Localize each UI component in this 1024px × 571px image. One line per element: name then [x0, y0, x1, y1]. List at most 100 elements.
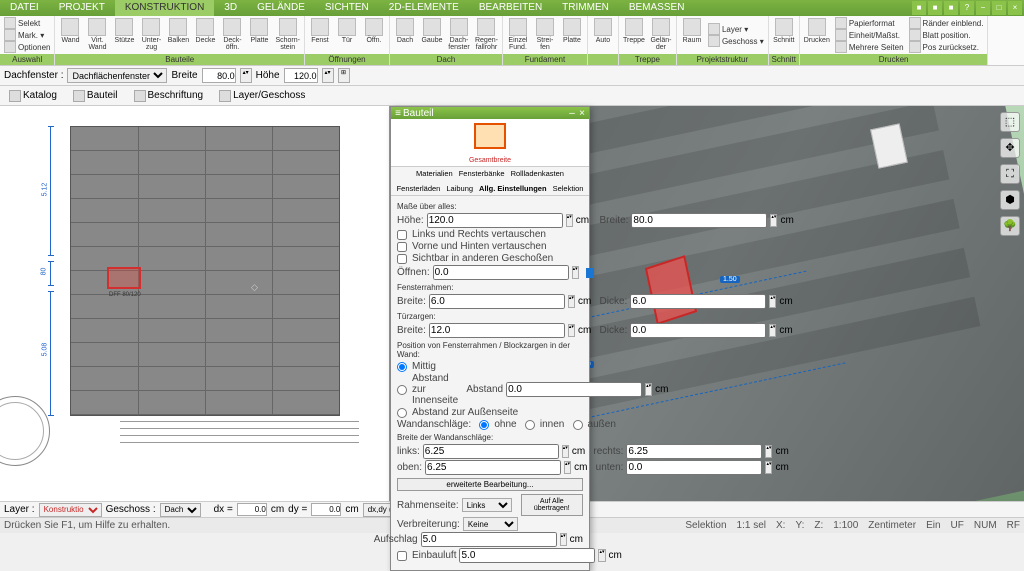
nav-pan-icon[interactable]: ✥	[1000, 138, 1020, 158]
layer-dropdown[interactable]: Layer ▾	[706, 23, 766, 35]
wa-ohne[interactable]	[479, 420, 489, 430]
schnitt-button[interactable]: Schnitt	[771, 17, 797, 53]
minimize-icon[interactable]: −	[976, 1, 990, 15]
hoehe-input[interactable]	[284, 68, 318, 83]
sp[interactable]: ▴▾	[566, 214, 573, 227]
beschriftung-button[interactable]: Beschriftung	[129, 88, 209, 104]
blattpos-button[interactable]: Blatt position.	[907, 29, 986, 41]
menu-tab-trimmen[interactable]: TRIMMEN	[552, 0, 619, 16]
verbr-select[interactable]: Keine	[463, 517, 518, 531]
dy-input[interactable]	[311, 503, 341, 516]
dx-input[interactable]	[237, 503, 267, 516]
tab-allg[interactable]: Allg. Einstellungen	[479, 184, 547, 193]
nav-shade-icon[interactable]: ⬢	[1000, 190, 1020, 210]
streifen-button[interactable]: Strei- fen	[532, 17, 558, 53]
aufschlag-input[interactable]	[421, 532, 557, 547]
menu-tab-konstruktion[interactable]: KONSTRUKTION	[115, 0, 214, 16]
virtwand-button[interactable]: Virt. Wand	[84, 17, 110, 53]
deckoeffn-button[interactable]: Deck- öffn.	[219, 17, 245, 53]
einzelfund-button[interactable]: Einzel Fund.	[505, 17, 531, 53]
menu-tab-projekt[interactable]: PROJEKT	[49, 0, 115, 16]
papierformat-button[interactable]: Papierformat	[833, 17, 906, 29]
menu-tab-sichten[interactable]: SICHTEN	[315, 0, 379, 16]
menu-tab-datei[interactable]: DATEI	[0, 0, 49, 16]
tab-selektion[interactable]: Selektion	[553, 184, 584, 193]
fundplatte-button[interactable]: Platte	[559, 17, 585, 53]
nav-cube-icon[interactable]: ⬚	[1000, 112, 1020, 132]
chk-vh[interactable]	[397, 242, 407, 252]
chk-lr[interactable]	[397, 230, 407, 240]
bwa-oben[interactable]	[425, 460, 561, 475]
dlg-breite-input[interactable]	[631, 213, 767, 228]
katalog-button[interactable]: Katalog	[4, 88, 62, 104]
auto-button[interactable]: Auto	[590, 17, 616, 53]
nav-fit-icon[interactable]: ⛶	[1000, 164, 1020, 184]
pos-mittig[interactable]	[397, 362, 407, 372]
dlg-hoehe-input[interactable]	[427, 213, 563, 228]
btn-c[interactable]: ■	[944, 1, 958, 15]
options-button[interactable]: Optionen	[2, 41, 52, 53]
dialog-titlebar[interactable]: ≡ Bauteil – ×	[391, 107, 589, 119]
tz-dicke-input[interactable]	[630, 323, 766, 338]
dialog-min-icon[interactable]: –	[567, 108, 577, 119]
treppe-button[interactable]: Treppe	[621, 17, 647, 53]
breite-input[interactable]	[202, 68, 236, 83]
gelaender-button[interactable]: Gelän- der	[648, 17, 674, 53]
balken-button[interactable]: Balken	[165, 17, 191, 53]
raum-button[interactable]: Raum	[679, 17, 705, 53]
gaube-button[interactable]: Gaube	[419, 17, 445, 53]
select-button[interactable]: Selekt	[2, 17, 52, 29]
geschoss-dropdown[interactable]: Geschoss ▾	[706, 35, 766, 47]
tab-rollladen[interactable]: Rollladenkasten	[511, 169, 564, 178]
fr-dicke-input[interactable]	[630, 294, 766, 309]
close-icon[interactable]: ×	[1008, 1, 1022, 15]
dialog-menu-icon[interactable]: ≡	[393, 108, 403, 119]
breite-spinner[interactable]: ▴▾	[240, 68, 252, 83]
rahmen-select[interactable]: Links	[462, 498, 513, 512]
bwa-links[interactable]	[423, 444, 559, 459]
decke-button[interactable]: Decke	[192, 17, 218, 53]
tz-breite-input[interactable]	[429, 323, 565, 338]
dialog-close-icon[interactable]: ×	[577, 108, 587, 119]
wa-innen[interactable]	[525, 420, 535, 430]
layer-select[interactable]: Konstruktio	[39, 503, 102, 517]
help-icon[interactable]: ?	[960, 1, 974, 15]
dachfenster-type-select[interactable]: Dachflächenfenster	[67, 68, 167, 83]
menu-tab-bemassen[interactable]: BEMASSEN	[619, 0, 695, 16]
raender-button[interactable]: Ränder einblend.	[907, 17, 986, 29]
pos-aussen[interactable]	[397, 408, 407, 418]
dachfenster-button[interactable]: Dach- fenster	[446, 17, 472, 53]
menu-tab-3d[interactable]: 3D	[214, 0, 247, 16]
pos-abstand-input[interactable]	[506, 382, 642, 397]
einbau-input[interactable]	[459, 548, 595, 563]
posreset-button[interactable]: Pos zurücksetz.	[907, 41, 986, 53]
wand-button[interactable]: Wand	[57, 17, 83, 53]
menu-tab-2d[interactable]: 2D-ELEMENTE	[379, 0, 469, 16]
btn-a[interactable]: ■	[912, 1, 926, 15]
skylight-2d[interactable]	[107, 267, 141, 289]
tab-fensterlaeden[interactable]: Fensterläden	[397, 184, 441, 193]
btn-b[interactable]: ■	[928, 1, 942, 15]
hoehe-spinner[interactable]: ▴▾	[322, 68, 334, 83]
maximize-icon[interactable]: □	[992, 1, 1006, 15]
aufalle-button[interactable]: Auf Alle übertragen!	[521, 494, 583, 516]
tab-laibung[interactable]: Laibung	[446, 184, 473, 193]
mark-button[interactable]: Mark. ▾	[2, 29, 52, 41]
platte-button[interactable]: Platte	[246, 17, 272, 53]
wa-aussen[interactable]	[573, 420, 583, 430]
bauteil-button[interactable]: Bauteil	[68, 88, 123, 104]
oeffnen-input[interactable]	[433, 265, 569, 280]
bwa-rechts[interactable]	[626, 444, 762, 459]
view-2d[interactable]: 5.12 80 5.08 1.50 DFF 80/120 ◇	[0, 106, 390, 501]
schornstein-button[interactable]: Schorn- stein	[273, 17, 302, 53]
mehrseiten-button[interactable]: Mehrere Seiten	[833, 41, 906, 53]
tab-fensterbaenke[interactable]: Fensterbänke	[459, 169, 505, 178]
tab-materialien[interactable]: Materialien	[416, 169, 453, 178]
unterzug-button[interactable]: Unter- zug	[138, 17, 164, 53]
regenfallrohr-button[interactable]: Regen- fallrohr	[473, 17, 500, 53]
erweitert-button[interactable]: erweiterte Bearbeitung...	[397, 478, 583, 491]
chk-sichtbar[interactable]	[397, 254, 407, 264]
stuetze-button[interactable]: Stütze	[111, 17, 137, 53]
geschoss-select[interactable]: Dach	[160, 503, 201, 517]
dach-button[interactable]: Dach	[392, 17, 418, 53]
